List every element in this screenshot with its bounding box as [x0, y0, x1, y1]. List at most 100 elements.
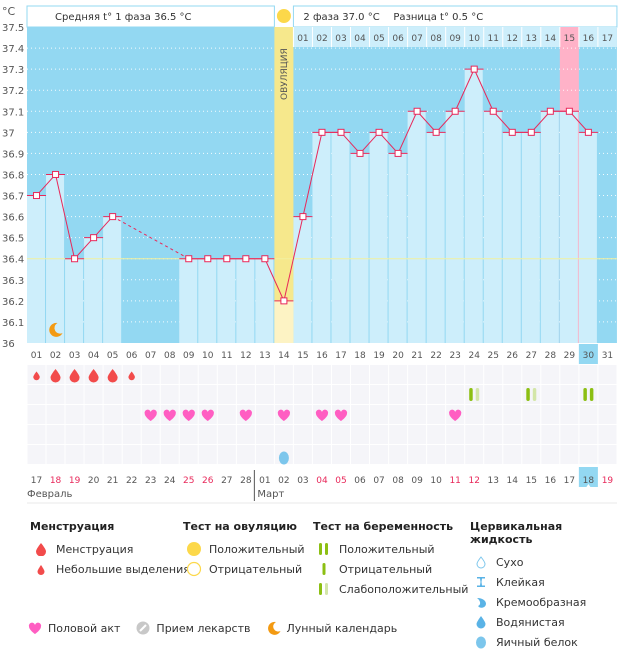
legend-item-moon: Лунный календарь — [267, 621, 397, 635]
event-grid-cell — [484, 445, 503, 464]
temperature-bar — [483, 111, 502, 344]
event-grid-cell — [179, 445, 198, 464]
event-grid-cell — [103, 385, 122, 404]
event-grid-cell — [465, 365, 484, 384]
event-grid-cell — [579, 385, 598, 404]
temperature-point — [356, 149, 364, 157]
calendar-date-label: 22 — [126, 476, 137, 486]
calendar-date-label: 23 — [145, 476, 156, 486]
event-grid-cell — [427, 405, 446, 424]
temperature-bar — [217, 258, 236, 343]
ovulation-sun-icon — [276, 9, 291, 23]
post-ovulation-row — [293, 27, 617, 47]
event-grid-cell — [217, 405, 236, 424]
phase2-average: 2 фаза 37.0 °C — [303, 12, 379, 23]
legend-item-creamy: Кремообразная — [470, 592, 626, 612]
event-grid-cell — [351, 405, 370, 424]
temperature-point — [280, 297, 288, 305]
event-grid-cell — [560, 425, 579, 444]
legend-menstruation: Менструация Менструация Небольшие выделе… — [30, 520, 190, 579]
event-grid-cell — [179, 385, 198, 404]
calendar-date-label: 06 — [354, 476, 366, 486]
cycle-day-label: 18 — [354, 351, 366, 361]
event-grid-cell — [389, 385, 408, 404]
event-grid-cell — [217, 445, 236, 464]
y-tick-label: 37.1 — [2, 107, 24, 118]
blood-drop-icon — [30, 542, 52, 556]
ovulation-bar — [274, 300, 294, 343]
cycle-day-label: 19 — [373, 351, 385, 361]
event-grid-cell — [503, 425, 522, 444]
legend-cervical: Цервикальная жидкость Сухо Клейкая Кремо… — [470, 520, 626, 652]
event-grid-cell — [65, 425, 84, 444]
cycle-day-label: 08 — [164, 351, 176, 361]
event-grid-cell — [389, 365, 408, 384]
event-grid-cell — [236, 425, 255, 444]
cycle-day-label: 29 — [564, 351, 576, 361]
temperature-line-segment — [55, 174, 76, 259]
temperature-line-segment — [378, 131, 399, 154]
legend-item-menstruation: Менструация — [30, 539, 190, 559]
calendar-date-label: 08 — [392, 476, 404, 486]
calendar-date-label: 03 — [297, 476, 308, 486]
cycle-day-label: 30 — [583, 351, 595, 361]
event-grid-cell — [408, 445, 427, 464]
temperature-line-segment — [530, 110, 551, 133]
event-grid-cell — [408, 365, 427, 384]
event-grid-cell — [408, 405, 427, 424]
event-grid-cell — [46, 425, 65, 444]
cycle-day-label: 13 — [259, 351, 270, 361]
event-grid-cell — [179, 425, 198, 444]
event-grid-cell — [217, 365, 236, 384]
calendar-date-label: 19 — [602, 476, 614, 486]
temperature-point — [71, 255, 79, 263]
temperature-line-segment — [454, 68, 475, 112]
temperature-line-segment — [473, 68, 494, 112]
temperature-point — [565, 107, 573, 115]
event-grid-cell — [560, 445, 579, 464]
temperature-line-segment — [283, 216, 304, 301]
event-grid-cell — [484, 425, 503, 444]
intercourse-heart-icon — [334, 409, 348, 421]
temperature-point — [432, 128, 440, 136]
event-grid-cell — [465, 425, 484, 444]
temperature-point — [109, 213, 117, 221]
event-grid-cell — [160, 445, 179, 464]
event-grid-cell — [427, 445, 446, 464]
calendar-date-label: 10 — [430, 476, 442, 486]
legend-bottom: Половой акт Прием лекарств Лунный календ… — [28, 621, 413, 635]
legend-item-ovulation-positive: Положительный — [183, 539, 305, 559]
event-grid-cell — [579, 425, 598, 444]
event-grid-cell — [598, 405, 617, 424]
cycle-day-label: 04 — [88, 351, 100, 361]
legend-pregnancy-test: Тест на беременность Положительный Отриц… — [313, 520, 468, 599]
event-grid-cell — [293, 385, 312, 404]
event-grid-cell — [484, 385, 503, 404]
event-grid-cell — [370, 425, 389, 444]
temperature-line-segment — [492, 110, 513, 133]
event-grid-cell — [598, 385, 617, 404]
temperature-line-segment — [435, 110, 456, 133]
event-grid-cell — [141, 425, 160, 444]
event-grid-cell — [198, 385, 217, 404]
event-grid-cell — [27, 405, 46, 424]
legend-item-pregnancy-negative: Отрицательный — [313, 559, 468, 579]
temperature-line-segment — [74, 237, 94, 260]
event-grid-cell — [65, 445, 84, 464]
calendar-date-label: 27 — [221, 476, 232, 486]
event-grid-cell — [522, 405, 541, 424]
legend-item-watery: Водянистая — [470, 612, 626, 632]
event-grid-cell — [541, 365, 560, 384]
event-grid-cell — [351, 445, 370, 464]
event-grid-cell — [351, 425, 370, 444]
temperature-bar — [407, 111, 426, 344]
temperature-bar — [198, 258, 217, 343]
menstruation-drop-icon — [50, 369, 61, 383]
calendar-date-label: 17 — [564, 476, 575, 486]
today-pointer — [586, 484, 591, 487]
legend-item-egg-white: Яичный белок — [470, 632, 626, 652]
event-grid-cell — [236, 365, 255, 384]
event-grid-cell — [351, 385, 370, 404]
event-grid-cell — [427, 365, 446, 384]
event-grid-cell — [103, 445, 122, 464]
